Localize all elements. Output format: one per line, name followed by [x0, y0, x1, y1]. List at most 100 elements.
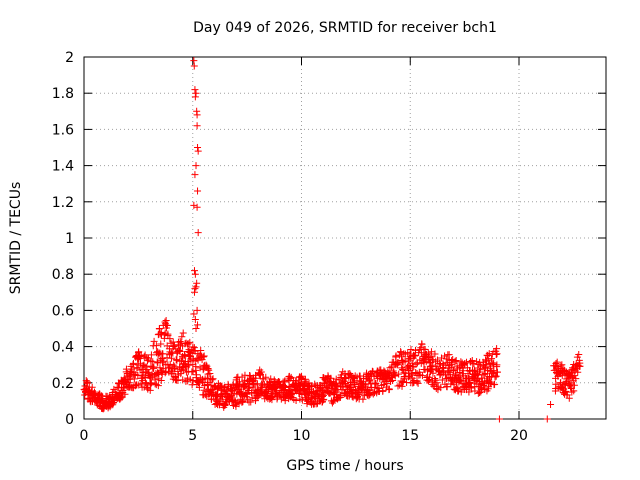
data-point	[174, 377, 182, 385]
data-point	[493, 361, 501, 369]
data-point	[562, 388, 570, 396]
data-point	[204, 364, 212, 372]
data-point	[252, 374, 260, 382]
data-point	[552, 380, 560, 388]
data-point	[161, 369, 169, 377]
data-point	[191, 270, 199, 278]
data-point	[406, 350, 414, 358]
data-point	[175, 347, 183, 355]
data-point	[184, 340, 192, 348]
data-point	[191, 86, 199, 94]
data-point	[394, 359, 402, 367]
data-point	[233, 374, 241, 382]
data-point	[417, 344, 425, 352]
y-tick-label: 0.4	[52, 340, 74, 356]
data-point	[190, 267, 198, 275]
data-point	[433, 379, 441, 387]
data-point	[339, 383, 347, 391]
data-point	[492, 372, 500, 380]
data-point	[574, 368, 582, 376]
data-point	[395, 370, 403, 378]
data-point	[194, 144, 202, 151]
data-point	[178, 333, 186, 341]
data-point	[399, 378, 407, 386]
y-tick-label: 1	[65, 231, 74, 247]
data-point	[369, 368, 377, 376]
x-tick-label: 15	[401, 428, 419, 444]
x-tick-label: 10	[293, 428, 311, 444]
data-point	[166, 335, 174, 343]
data-point	[351, 381, 359, 389]
data-point	[192, 366, 200, 374]
data-point	[450, 366, 458, 374]
data-point	[572, 375, 580, 383]
data-point	[176, 338, 184, 346]
data-point	[379, 387, 387, 395]
data-point	[342, 374, 350, 382]
data-point	[179, 329, 187, 337]
data-point	[118, 393, 126, 401]
x-tick-label: 0	[80, 428, 89, 444]
data-point	[362, 382, 370, 390]
data-point	[493, 368, 501, 376]
data-point	[268, 396, 276, 404]
data-point	[418, 340, 426, 348]
data-point	[443, 375, 451, 383]
data-point	[152, 342, 160, 350]
data-point	[190, 310, 198, 318]
data-point	[191, 93, 199, 101]
data-point	[209, 375, 217, 383]
x-tick-label: 20	[510, 428, 528, 444]
data-point	[414, 379, 422, 387]
data-point	[484, 356, 492, 364]
data-point	[190, 62, 198, 70]
x-tick-labels: 0 5 10 15 20	[80, 428, 528, 444]
data-point	[167, 354, 175, 362]
data-point	[135, 348, 143, 356]
data-point	[570, 381, 578, 389]
data-point	[199, 353, 207, 361]
data-point	[195, 383, 203, 391]
data-point	[356, 390, 364, 398]
data-point	[166, 348, 174, 356]
grid-lines	[84, 57, 606, 419]
data-point	[433, 356, 441, 364]
data-point	[491, 380, 499, 388]
data-point	[431, 350, 439, 358]
data-point	[338, 378, 346, 386]
data-point	[147, 351, 155, 359]
data-point	[319, 396, 327, 404]
data-point	[208, 376, 216, 384]
data-point	[181, 362, 189, 370]
tick-marks	[83, 56, 606, 420]
data-point	[180, 351, 188, 359]
data-point	[88, 383, 96, 391]
data-point	[155, 324, 163, 332]
data-point	[373, 384, 381, 392]
data-point	[310, 400, 318, 408]
data-point	[200, 352, 208, 360]
data-point	[203, 374, 211, 382]
data-point	[125, 379, 133, 387]
data-point	[170, 342, 178, 350]
data-point	[192, 325, 200, 332]
data-point	[192, 89, 200, 97]
data-point	[128, 365, 136, 373]
data-point	[385, 385, 393, 393]
data-point	[337, 371, 345, 379]
data-point	[176, 348, 184, 356]
data-point	[448, 363, 456, 371]
data-point	[298, 374, 306, 382]
data-point	[320, 395, 328, 403]
data-point	[262, 373, 270, 381]
data-point	[425, 377, 433, 385]
data-point	[193, 371, 201, 379]
data-point	[466, 379, 474, 387]
y-tick-label: 0	[65, 412, 74, 428]
data-point	[121, 390, 129, 398]
data-point	[137, 352, 145, 360]
data-point	[120, 374, 128, 382]
data-point	[159, 354, 167, 362]
data-point	[179, 376, 187, 384]
